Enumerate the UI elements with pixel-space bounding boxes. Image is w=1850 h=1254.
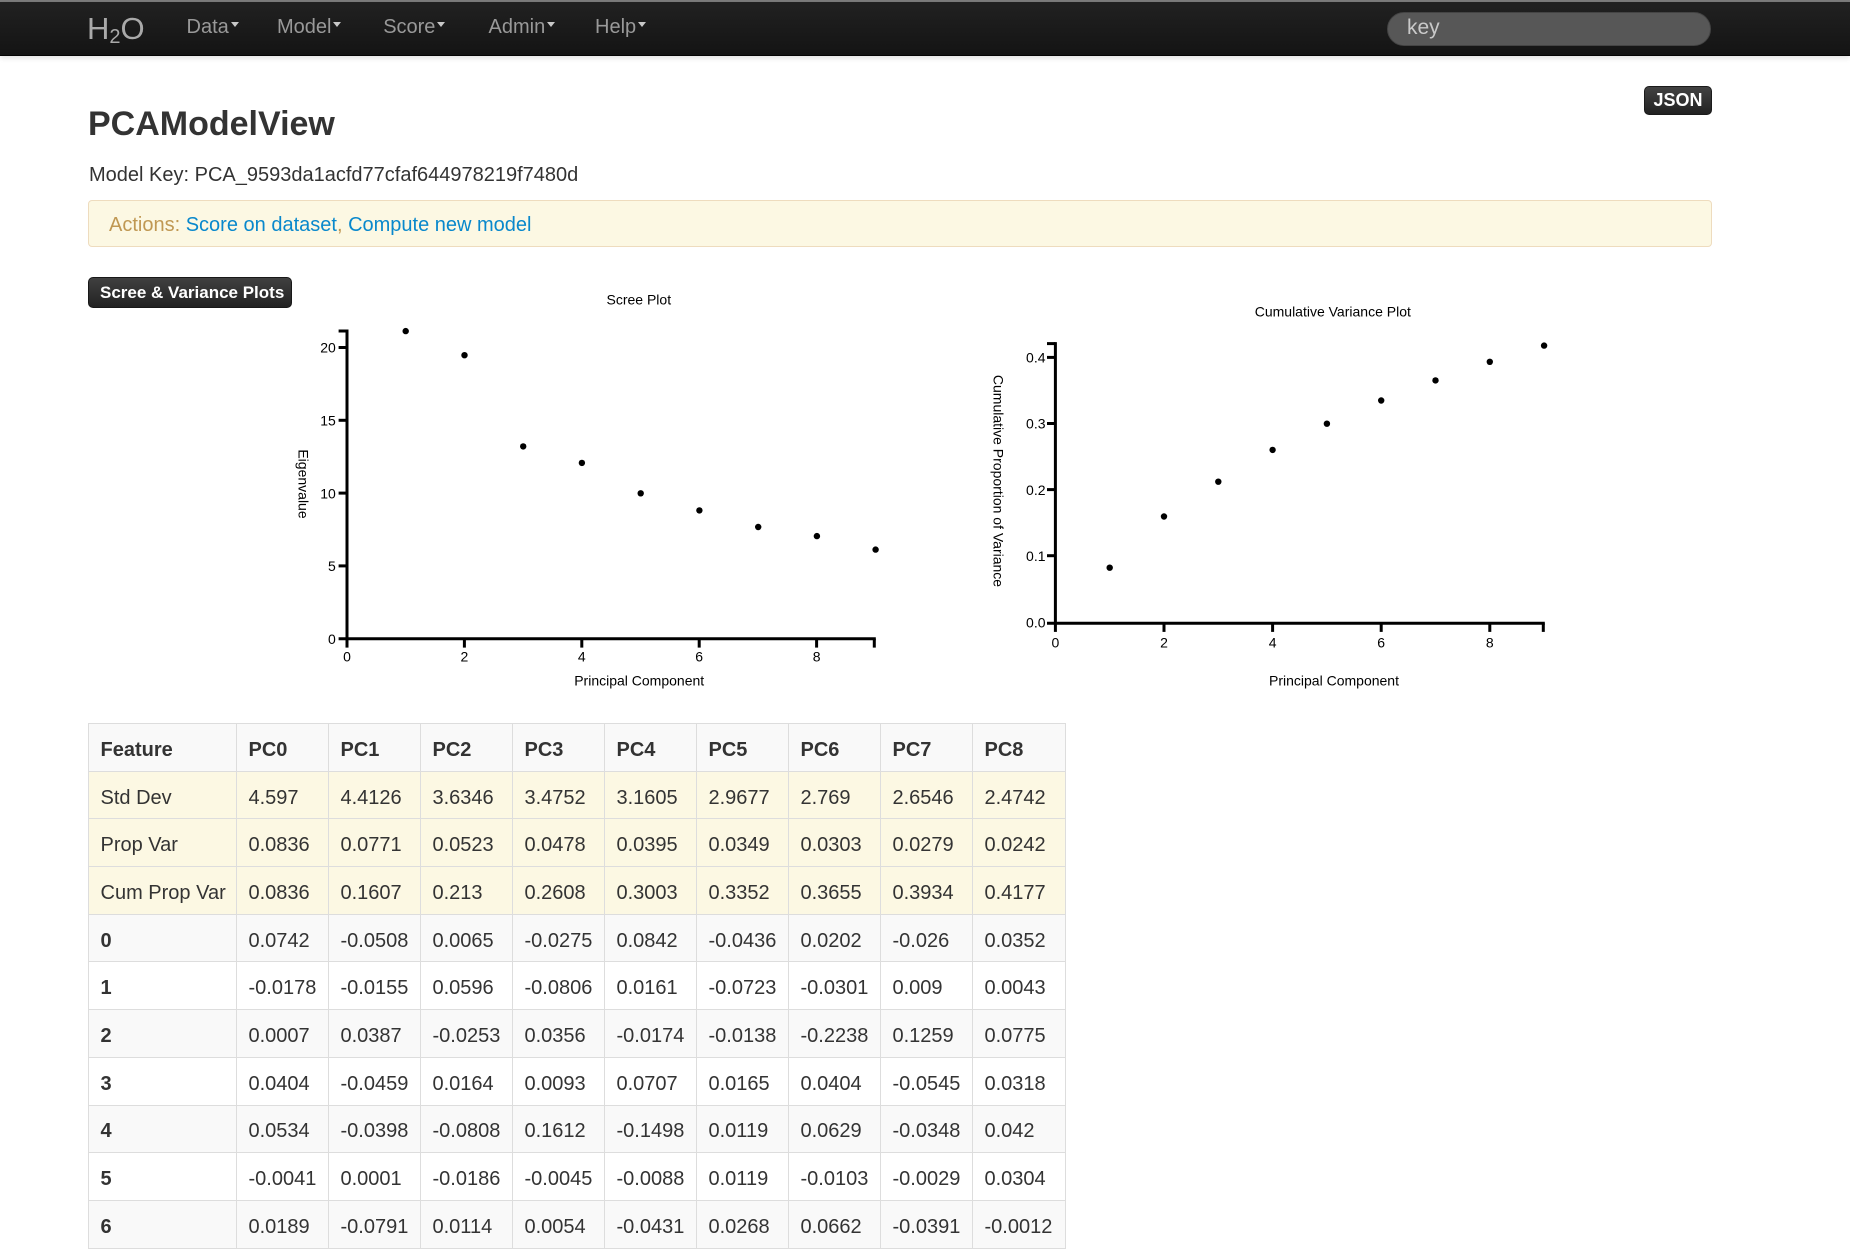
svg-text:Eigenvalue: Eigenvalue	[296, 449, 312, 518]
svg-text:8: 8	[1486, 634, 1494, 650]
svg-text:15: 15	[320, 413, 336, 429]
svg-text:0.3: 0.3	[1026, 416, 1046, 432]
svg-text:Principal Component: Principal Component	[574, 672, 704, 688]
svg-text:4: 4	[1269, 634, 1277, 650]
svg-text:0: 0	[1052, 634, 1060, 650]
svg-text:5: 5	[328, 558, 336, 574]
svg-text:Cumulative Variance Plot: Cumulative Variance Plot	[1255, 303, 1411, 319]
svg-text:0.2: 0.2	[1026, 482, 1046, 498]
svg-text:0.4: 0.4	[1026, 350, 1046, 366]
svg-text:8: 8	[813, 649, 821, 665]
svg-text:Principal Component: Principal Component	[1269, 672, 1399, 688]
svg-text:6: 6	[1377, 634, 1385, 650]
svg-text:4: 4	[578, 649, 586, 665]
svg-text:2: 2	[461, 649, 469, 665]
svg-text:0.0: 0.0	[1026, 614, 1046, 630]
svg-text:Cumulative Proportion of Varia: Cumulative Proportion of Variance	[991, 375, 1007, 587]
svg-text:10: 10	[320, 485, 336, 501]
svg-text:0: 0	[343, 649, 351, 665]
svg-text:0.1: 0.1	[1026, 548, 1046, 564]
svg-text:6: 6	[695, 649, 703, 665]
svg-text:Scree Plot: Scree Plot	[607, 291, 672, 307]
svg-text:20: 20	[320, 340, 336, 356]
svg-text:0: 0	[328, 631, 336, 647]
svg-text:2: 2	[1160, 634, 1168, 650]
